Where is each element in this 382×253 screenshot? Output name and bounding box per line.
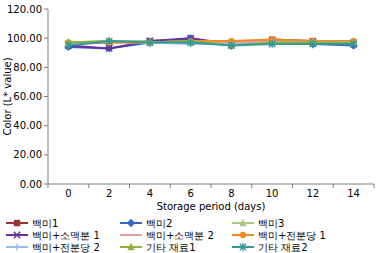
x-axis-label: Storage period (days)	[157, 201, 266, 212]
x-tick	[88, 184, 89, 188]
legend-label: 기타 재료2	[258, 242, 308, 253]
legend-label: 백미1	[32, 218, 58, 229]
x-tick	[129, 184, 130, 188]
marker	[14, 232, 20, 238]
marker	[106, 37, 112, 45]
x-tick	[170, 184, 171, 188]
legend-item: 백미+소맥분 2	[120, 230, 214, 241]
marker	[127, 219, 135, 227]
y-tick-label: 60.00	[13, 91, 42, 102]
y-tick-label: 80.00	[13, 62, 42, 73]
x-tick-label: 14	[347, 188, 360, 199]
marker	[14, 220, 20, 226]
chart: 0.00 20.00 40.00 60.00 80.00 100.00 120.00 0 2 4 6…	[0, 0, 382, 253]
marker	[14, 244, 20, 250]
y-tick	[44, 154, 48, 155]
legend-label: 백미+전분당 1	[258, 230, 326, 241]
y-tick	[44, 67, 48, 68]
legend-label: 백미2	[146, 218, 172, 229]
legend-line	[120, 234, 142, 236]
legend-item: 백미+전분당 2	[6, 242, 100, 253]
marker	[228, 41, 234, 49]
legend-item: 백미3	[232, 218, 284, 229]
marker	[269, 40, 275, 48]
marker	[240, 243, 246, 251]
x-tick-label: 2	[106, 188, 112, 199]
legend-label: 백미+소맥분 2	[146, 230, 214, 241]
y-tick-label: 0.00	[20, 179, 42, 190]
y-tick-label: 20.00	[13, 149, 42, 160]
legend-label: 백미+전분당 2	[32, 242, 100, 253]
marker	[350, 40, 356, 48]
y-tick-label: 100.00	[7, 33, 42, 44]
y-tick	[44, 125, 48, 126]
legend-item: 기타 재료2	[232, 242, 308, 253]
y-tick-label: 120.00	[7, 4, 42, 15]
x-tick-label: 0	[65, 188, 71, 199]
x-tick-label: 8	[228, 188, 234, 199]
x-tick	[374, 184, 375, 188]
x-tick	[251, 184, 252, 188]
y-tick	[44, 9, 48, 10]
y-tick	[44, 96, 48, 97]
y-tick	[44, 184, 48, 185]
marker	[65, 41, 71, 49]
legend-item: 백미2	[120, 218, 172, 229]
y-axis-label: Color (L* value)	[2, 57, 13, 135]
marker	[147, 38, 153, 46]
marker	[240, 232, 246, 238]
x-tick	[292, 184, 293, 188]
legend-item: 백미1	[6, 218, 58, 229]
legend-label: 백미+소맥분 1	[32, 230, 100, 241]
marker	[310, 40, 316, 48]
legend-item: 백미+소맥분 1	[6, 230, 100, 241]
x-tick-label: 4	[147, 188, 153, 199]
legend-item: 기타 재료1	[120, 242, 196, 253]
legend-label: 백미3	[258, 218, 284, 229]
marker	[187, 38, 193, 46]
plot-area	[64, 34, 358, 53]
y-tick-label: 40.00	[13, 120, 42, 131]
x-tick-label: 6	[187, 188, 193, 199]
marker	[106, 45, 112, 51]
legend-item: 백미+전분당 1	[232, 230, 326, 241]
x-tick	[333, 184, 334, 188]
x-tick-label: 10	[266, 188, 279, 199]
x-tick	[48, 184, 49, 188]
marker	[239, 219, 246, 226]
x-tick-label: 12	[307, 188, 320, 199]
y-tick	[44, 38, 48, 39]
x-tick	[211, 184, 212, 188]
marker	[127, 243, 134, 250]
legend-label: 기타 재료1	[146, 242, 196, 253]
